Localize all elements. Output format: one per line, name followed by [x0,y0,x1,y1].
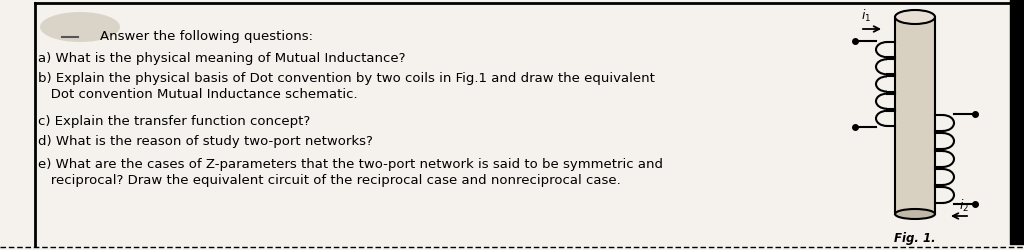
Text: d) What is the reason of study two-port networks?: d) What is the reason of study two-port … [38,134,373,147]
Text: $i_1$: $i_1$ [861,8,871,24]
Text: b) Explain the physical basis of Dot convention by two coils in Fig.1 and draw t: b) Explain the physical basis of Dot con… [38,72,655,85]
Text: reciprocal? Draw the equivalent circuit of the reciprocal case and nonreciprocal: reciprocal? Draw the equivalent circuit … [38,173,621,186]
Text: Dot convention Mutual Inductance schematic.: Dot convention Mutual Inductance schemat… [38,88,357,101]
Text: e) What are the cases of Z-parameters that the two-port network is said to be sy: e) What are the cases of Z-parameters th… [38,157,663,170]
Polygon shape [895,18,935,214]
Text: Fig. 1.: Fig. 1. [894,231,936,244]
Ellipse shape [895,209,935,219]
Text: $i_2$: $i_2$ [958,197,969,213]
Text: c) Explain the transfer function concept?: c) Explain the transfer function concept… [38,114,310,128]
Ellipse shape [895,11,935,25]
Text: Answer the following questions:: Answer the following questions: [100,30,313,43]
Text: a) What is the physical meaning of Mutual Inductance?: a) What is the physical meaning of Mutua… [38,52,406,65]
Ellipse shape [40,13,120,43]
